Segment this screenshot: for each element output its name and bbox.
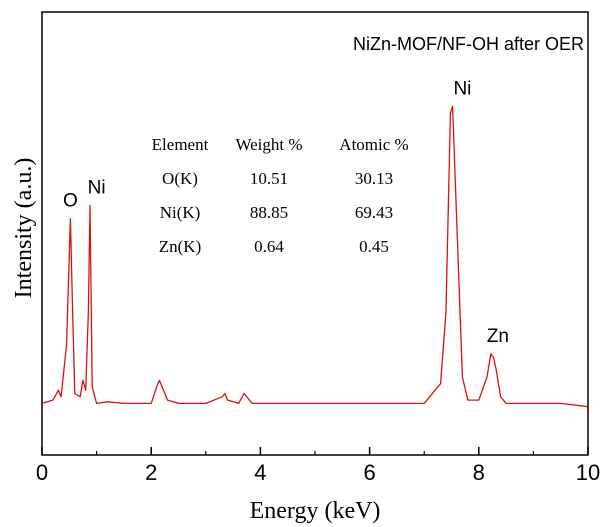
x-tick-label: 6 [363, 460, 375, 485]
table-cell: 30.13 [355, 169, 393, 188]
y-axis-label: Intensity (a.u.) [11, 158, 37, 299]
table-header-cell: Atomic % [339, 135, 408, 154]
table-header-cell: Element [152, 135, 209, 154]
series-layer [41, 105, 589, 408]
chart-title: NiZn-MOF/NF-OH after OER [353, 34, 584, 54]
x-axis-ticks [41, 447, 589, 455]
table-cell: 0.45 [359, 237, 389, 256]
table-cell: 88.85 [250, 203, 288, 222]
peak-label: O [63, 191, 78, 212]
peak-label: Ni [453, 78, 471, 99]
table-cell: Zn(K) [159, 237, 201, 256]
table-cell: Ni(K) [160, 203, 201, 222]
peak-label: Zn [487, 326, 509, 347]
x-tick-label: 10 [576, 460, 600, 485]
table-cell: 69.43 [355, 203, 393, 222]
composition-table: Element Weight % Atomic % O(K) 10.51 30.13 Ni(… [152, 135, 409, 256]
x-tick-label: 2 [145, 460, 157, 485]
plot-frame [41, 11, 589, 456]
x-tick-label: 4 [254, 460, 266, 485]
peak-label: Ni [88, 177, 106, 198]
table-cell: 0.64 [254, 237, 284, 256]
table-cell: 10.51 [250, 169, 288, 188]
plot-border [41, 11, 589, 456]
x-axis-label: Energy (keV) [250, 498, 381, 524]
spectrum-line [41, 105, 589, 408]
table-cell: O(K) [162, 169, 198, 188]
x-axis-tick-labels: 0 2 4 6 8 10 [36, 460, 600, 485]
table-header-cell: Weight % [235, 135, 302, 154]
x-tick-label: 0 [36, 460, 48, 485]
peak-annotations: O Ni Ni Zn [63, 78, 509, 347]
x-tick-label: 8 [473, 460, 485, 485]
